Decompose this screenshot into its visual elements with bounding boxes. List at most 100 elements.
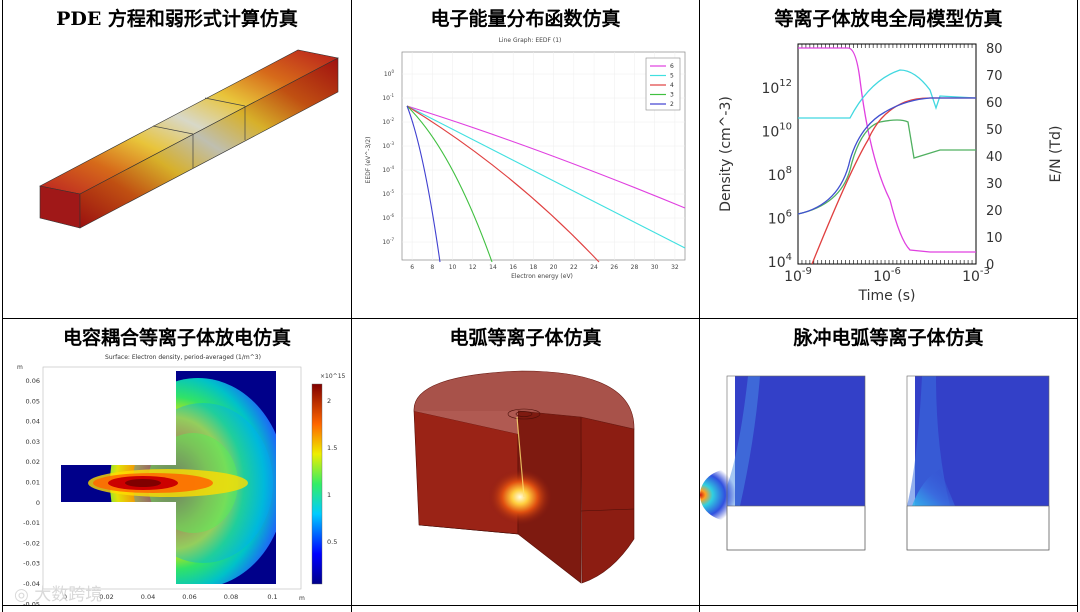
ccp-colorbar-tick: 1 — [327, 491, 331, 499]
ccp-colorbar — [311, 383, 323, 585]
eedf-xtick: 22 — [570, 264, 578, 271]
eedf-series-line — [406, 105, 493, 263]
watermark: ◎ 大数跨境 — [14, 580, 102, 605]
eedf-xtick: 24 — [590, 264, 598, 271]
eedf-chart: Line Graph: EEDF (1) 6 8 10 12 14 16 18 20 22 24 2… — [365, 37, 686, 280]
eedf-xtick: 10 — [449, 264, 457, 271]
ccp-plot-title: Surface: Electron density, period-averag… — [105, 354, 261, 361]
global-right-tick-labels: 80 70 60 50 40 30 20 10 0 — [986, 42, 1003, 273]
panel-ccp: 电容耦合等离子体放电仿真 — [3, 319, 351, 605]
global-ytick-left: 106 — [768, 209, 792, 228]
ccp-y-unit: m — [17, 364, 23, 371]
eedf-xtick: 30 — [651, 264, 659, 271]
global-ylabel-left: Density (cm^-3) — [718, 96, 734, 212]
eedf-xtick: 28 — [631, 264, 639, 271]
eedf-series-line — [406, 105, 600, 263]
eedf-xticks: 6 8 10 12 14 16 18 20 22 24 26 28 30 32 — [410, 264, 679, 271]
ccp-ytick: -0.04 — [23, 580, 40, 588]
ccp-ytick: 0.03 — [26, 438, 40, 446]
ccp-colorbar-tick: 1.5 — [327, 444, 337, 452]
ccp-xtick: 0.02 — [99, 593, 113, 601]
ccp-ytick: -0.03 — [23, 560, 40, 568]
eedf-xtick: 18 — [530, 264, 538, 271]
panel-title: 脉冲电弧等离子体仿真 — [793, 327, 984, 349]
ccp-ytick: 0 — [36, 499, 40, 507]
eedf-yticks: 100 10-1 10-2 10-3 10-4 10-5 10-6 10-7 — [382, 69, 394, 246]
eedf-legend — [645, 57, 681, 111]
eedf-legend-items: 6 5 4 3 2 — [650, 63, 674, 108]
eedf-xlabel: Electron energy (eV) — [511, 273, 573, 280]
eedf-legend-label: 5 — [670, 73, 674, 80]
ccp-ytick: -0.05 — [23, 600, 40, 605]
panel-title: 电子能量分布函数仿真 — [430, 8, 621, 30]
panel-title: 电弧等离子体仿真 — [449, 327, 602, 349]
eedf-xtick: 16 — [509, 264, 517, 271]
global-plot-area — [797, 43, 977, 265]
global-ytick-right: 80 — [986, 42, 1003, 57]
global-xtick: 10-6 — [873, 266, 901, 285]
panel-title: 等离子体放电全局模型仿真 — [774, 8, 1003, 30]
eedf-plot-area — [401, 51, 686, 261]
ccp-colorbar-tick: 0.5 — [327, 538, 337, 546]
ccp-x-unit: m — [299, 595, 305, 602]
global-ytick-left: 108 — [768, 165, 792, 184]
eedf-xtick: 14 — [489, 264, 497, 271]
global-ytick-right: 40 — [986, 150, 1003, 165]
global-x-tick-labels: 10-9 10-6 10-3 — [784, 266, 990, 285]
ccp-xtick: 0.1 — [267, 593, 277, 601]
eedf-xtick: 26 — [610, 264, 618, 271]
panel-arc: 电弧等离子体仿真 — [352, 319, 699, 605]
eedf-ytick: 10-1 — [382, 93, 394, 102]
eedf-ytick: 10-5 — [382, 189, 394, 198]
ccp-ytick: -0.01 — [23, 519, 40, 527]
ccp-colorbar-tick: 2 — [327, 397, 331, 405]
global-ylabel-right: E/N (Td) — [1048, 126, 1064, 183]
global-ytick-right: 30 — [986, 177, 1003, 192]
eedf-ylabel: EEDF (eV^-3/2) — [365, 137, 372, 184]
eedf-series-line — [406, 105, 686, 209]
global-tick-marks — [797, 44, 977, 264]
grid-line — [351, 0, 352, 612]
panel-eedf: 电子能量分布函数仿真 Line Graph: EEDF (1) 6 8 10 12 14… — [352, 0, 699, 318]
panel-title: 电容耦合等离子体放电仿真 — [62, 327, 291, 349]
global-xlabel: Time (s) — [858, 288, 916, 304]
eedf-xtick: 20 — [550, 264, 558, 271]
ccp-xtick: 0.04 — [141, 593, 155, 601]
eedf-ytick: 100 — [384, 69, 395, 78]
eedf-legend-label: 6 — [670, 63, 674, 70]
global-ytick-right: 50 — [986, 123, 1003, 138]
eedf-ytick: 10-4 — [382, 165, 394, 174]
ccp-ytick: 0.05 — [26, 397, 40, 405]
eedf-plot-title: Line Graph: EEDF (1) — [499, 37, 562, 44]
global-ytick-right: 10 — [986, 231, 1003, 246]
eedf-legend-label: 4 — [670, 82, 674, 89]
eedf-ytick: 10-6 — [382, 213, 394, 222]
eedf-xtick: 6 — [410, 264, 414, 271]
global-ytick-left: 1010 — [761, 122, 792, 141]
ccp-xtick: 0.06 — [182, 593, 196, 601]
ccp-xtick: 0 — [63, 593, 67, 601]
global-series-line — [798, 47, 976, 253]
global-xtick: 10-9 — [784, 266, 812, 285]
global-ytick-left: 1012 — [761, 78, 792, 97]
ccp-density-image: Surface: Electron density, period-averag… — [17, 354, 346, 605]
global-ytick-right: 70 — [986, 69, 1003, 84]
global-series-line — [797, 97, 976, 215]
eedf-series-line — [406, 105, 686, 249]
ccp-y-tick-labels: 0.06 0.05 0.04 0.03 0.02 0.01 0 -0.01 -0.02 -0.03… — [23, 377, 40, 605]
eedf-legend-label: 2 — [670, 101, 674, 108]
global-ytick-right: 60 — [986, 96, 1003, 111]
global-series-line — [798, 69, 977, 119]
panel-pde: PDE 方程和弱形式计算仿真 — [3, 0, 351, 318]
panel-global: 等离子体放电全局模型仿真 1012 1010 108 106 104 80 70 60 50 4… — [700, 0, 1077, 318]
ccp-ytick: 0.01 — [26, 479, 40, 487]
ccp-ytick: -0.02 — [23, 539, 40, 547]
eedf-xtick: 8 — [430, 264, 434, 271]
global-xtick: 10-3 — [962, 266, 990, 285]
ccp-x-tick-labels: 0 0.02 0.04 0.06 0.08 0.1 — [63, 593, 278, 601]
eedf-xtick: 32 — [671, 264, 679, 271]
eedf-series-line — [406, 105, 441, 263]
ccp-ytick: 0.06 — [26, 377, 40, 385]
